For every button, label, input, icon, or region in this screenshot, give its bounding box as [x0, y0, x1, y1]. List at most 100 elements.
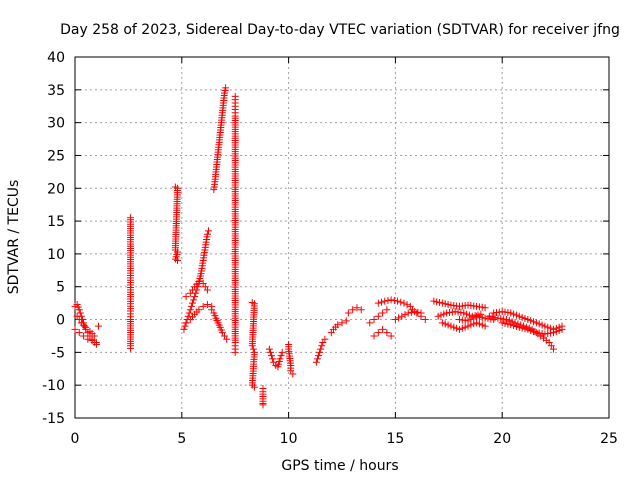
data-point: [438, 319, 446, 327]
data-point: [400, 299, 408, 307]
data-point: [384, 297, 392, 305]
data-point: [203, 233, 211, 241]
data-point: [88, 337, 96, 345]
data-point: [455, 325, 463, 333]
data-points: [71, 84, 566, 409]
data-point: [212, 170, 220, 178]
data-point: [223, 335, 231, 343]
data-point: [436, 298, 444, 306]
data-point: [478, 314, 486, 322]
data-point: [94, 322, 102, 330]
data-point: [219, 101, 227, 109]
data-point: [403, 301, 411, 309]
data-point: [518, 313, 526, 321]
data-point: [404, 309, 412, 317]
data-point: [344, 309, 352, 317]
data-point: [488, 313, 496, 321]
data-point: [515, 312, 523, 320]
data-point: [558, 325, 566, 333]
data-point: [417, 312, 425, 320]
data-point: [332, 323, 340, 331]
data-point: [512, 323, 520, 331]
data-point: [211, 180, 219, 188]
x-tick-label: 0: [71, 431, 80, 447]
data-point: [190, 296, 198, 304]
data-point: [512, 311, 520, 319]
chart-title: Day 258 of 2023, Sidereal Day-to-day VTE…: [60, 22, 620, 38]
data-point: [76, 309, 84, 317]
data-point: [414, 308, 422, 316]
data-point: [507, 321, 515, 329]
data-point: [191, 293, 199, 301]
data-point: [193, 308, 201, 316]
y-tick-label: 10: [47, 247, 65, 263]
data-point: [366, 319, 374, 327]
data-point: [381, 297, 389, 305]
data-point: [188, 313, 196, 321]
data-point: [527, 317, 535, 325]
data-point: [193, 280, 201, 288]
y-tick-label: 20: [47, 181, 65, 197]
data-point: [205, 227, 212, 235]
data-point: [186, 306, 194, 314]
data-point: [478, 321, 486, 329]
data-point: [473, 319, 481, 327]
y-tick-label: 5: [56, 280, 65, 296]
data-point: [312, 358, 320, 366]
data-point: [491, 314, 499, 322]
data-point: [84, 335, 92, 343]
data-point: [505, 317, 513, 325]
data-point: [481, 322, 489, 330]
data-point: [394, 297, 402, 305]
data-point: [387, 296, 395, 304]
data-point: [524, 316, 532, 324]
axis-ticks: 0 5 10 15 20 25 -15 -10 -5 0 5 10 15 20 25 30 35 40: [42, 50, 618, 447]
data-point: [430, 297, 438, 305]
data-point: [127, 340, 135, 348]
data-point: [391, 316, 399, 324]
data-point: [203, 300, 211, 308]
data-point: [544, 323, 552, 331]
data-point: [278, 348, 286, 356]
x-tick-label: 25: [600, 431, 618, 447]
y-tick-label: 40: [47, 50, 65, 66]
data-point: [461, 316, 469, 324]
data-point: [524, 325, 532, 333]
data-point: [401, 311, 409, 319]
y-tick-label: 30: [47, 116, 65, 132]
data-point: [521, 325, 529, 333]
data-point: [180, 325, 188, 333]
data-point: [441, 300, 449, 308]
data-point: [221, 86, 229, 94]
data-point: [461, 323, 469, 331]
data-point: [316, 348, 324, 356]
data-point: [370, 316, 378, 324]
data-point: [475, 313, 483, 321]
data-point: [473, 312, 481, 320]
data-point: [231, 342, 239, 350]
data-point: [275, 358, 283, 366]
data-point: [433, 298, 441, 306]
data-point: [421, 316, 429, 324]
data-point: [450, 323, 458, 331]
data-point: [504, 309, 512, 317]
data-point: [510, 310, 518, 318]
data-point: [80, 321, 88, 329]
data-point: [379, 325, 387, 333]
data-point: [127, 313, 135, 321]
data-point: [259, 397, 267, 405]
data-point: [199, 259, 207, 267]
data-point: [199, 302, 207, 310]
data-point: [408, 306, 416, 314]
data-point: [188, 299, 196, 307]
data-point: [501, 319, 509, 327]
data-point: [248, 340, 256, 348]
y-tick-label: -10: [42, 378, 65, 394]
data-point: [182, 293, 190, 301]
data-point: [315, 352, 323, 360]
data-point: [313, 355, 321, 363]
data-point: [92, 339, 100, 347]
data-point: [413, 309, 421, 317]
data-point: [463, 310, 471, 318]
